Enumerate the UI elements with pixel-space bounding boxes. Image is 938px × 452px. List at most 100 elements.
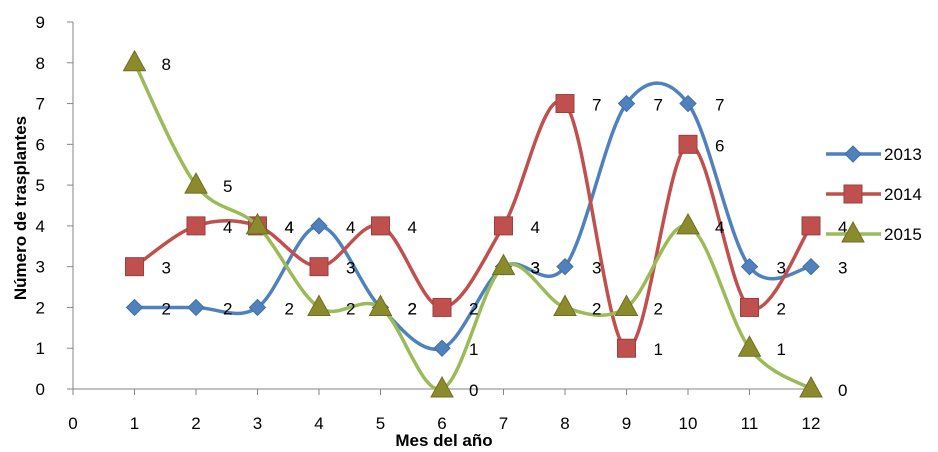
- data-point-2015: [491, 253, 516, 276]
- data-point-2015: [307, 294, 331, 316]
- series-line-2014: [133, 99, 813, 350]
- x-tick-label: 10: [679, 414, 698, 433]
- legend-item-2015: 2015: [826, 220, 922, 244]
- data-label-2013: 2: [223, 299, 232, 318]
- data-label-2013: 3: [592, 259, 601, 278]
- legend-marker: [844, 145, 862, 163]
- data-label-2014: 2: [469, 299, 478, 318]
- x-tick-label: 7: [499, 414, 508, 433]
- data-point-2015: [799, 375, 823, 398]
- legend-marker: [841, 220, 865, 243]
- data-point-2013: [433, 339, 451, 357]
- data-label-2014: 2: [777, 299, 786, 318]
- data-label-2014: 3: [346, 259, 355, 278]
- data-point-2013: [740, 257, 759, 276]
- data-point-2014: [555, 94, 575, 114]
- x-tick-label: 5: [376, 414, 385, 433]
- data-point-2014: [125, 257, 144, 277]
- data-point-2015: [430, 375, 454, 398]
- y-tick-label: 4: [36, 217, 45, 236]
- series-lines: [122, 49, 823, 398]
- data-point-2014: [494, 216, 513, 236]
- y-tick-label: 0: [36, 380, 45, 399]
- data-point-2013: [310, 217, 328, 235]
- x-tick-label: 4: [314, 414, 323, 433]
- data-label-2013: 3: [531, 259, 540, 278]
- x-tick-label: 2: [191, 414, 200, 433]
- data-label-2013: 2: [285, 299, 294, 318]
- x-tick-label: 1: [130, 414, 139, 433]
- data-point-2015: [184, 172, 208, 194]
- data-point-2014: [678, 134, 698, 154]
- data-label-2015: 4: [285, 218, 294, 237]
- x-tick-label: 12: [802, 414, 821, 433]
- data-point-2014: [801, 216, 821, 236]
- data-label-2015: 2: [408, 299, 417, 318]
- legend: 2013 2014 2015: [826, 145, 922, 244]
- data-label-2015: 2: [346, 299, 355, 318]
- x-tick-label: 6: [437, 414, 446, 433]
- data-point-2015: [614, 294, 639, 316]
- data-label-2014: 4: [223, 218, 232, 237]
- data-point-2015: [553, 294, 577, 316]
- data-label-2014: 4: [408, 218, 417, 237]
- data-label-2015: 8: [162, 55, 171, 74]
- data-point-2015: [737, 335, 762, 357]
- x-tick-label: 11: [741, 414, 759, 433]
- data-label-2015: 4: [715, 218, 724, 237]
- data-label-2015: 2: [592, 299, 601, 318]
- data-point-2014: [371, 216, 390, 236]
- data-label-2014: 3: [162, 259, 171, 278]
- data-point-2015: [245, 212, 270, 235]
- data-label-2014: 6: [715, 136, 724, 155]
- data-label-2013: 2: [408, 299, 417, 318]
- legend-label: 2014: [884, 185, 922, 204]
- data-point-2013: [802, 257, 820, 276]
- data-label-2015: 0: [838, 381, 847, 400]
- y-tick-label: 5: [36, 176, 45, 195]
- data-label-2015: 0: [469, 381, 478, 400]
- y-tick-label: 2: [36, 298, 45, 317]
- data-point-2014: [309, 257, 329, 277]
- data-label-2014: 1: [654, 340, 663, 359]
- data-point-2014: [740, 297, 759, 317]
- data-label-2014: 4: [531, 218, 540, 237]
- data-label-2013: 7: [715, 96, 724, 115]
- data-point-2014: [617, 338, 636, 358]
- data-label-2013: 4: [346, 218, 355, 237]
- y-tick-label: 3: [36, 258, 45, 277]
- data-label-2014: 7: [592, 96, 601, 115]
- data-label-2015: 3: [531, 259, 540, 278]
- x-tick-label: 3: [253, 414, 262, 433]
- data-point-2014: [432, 297, 452, 317]
- data-label-2014: 4: [285, 218, 294, 237]
- y-tick-label: 1: [36, 339, 45, 358]
- data-point-2013: [125, 298, 144, 317]
- y-tick-label: 8: [36, 54, 45, 73]
- series-2014: [125, 94, 821, 358]
- data-point-2015: [676, 212, 700, 235]
- data-point-2013: [187, 298, 205, 317]
- data-label-2014: 4: [838, 218, 847, 237]
- legend-label: 2013: [884, 145, 922, 164]
- data-label-2015: 5: [223, 177, 232, 196]
- x-axis-title: Mes del año: [395, 431, 492, 450]
- series-2015: [122, 49, 823, 398]
- legend-item-2014: 2014: [826, 184, 922, 204]
- data-label-2015: 2: [654, 299, 663, 318]
- legend-item-2013: 2013: [826, 145, 922, 164]
- legend-marker: [843, 184, 863, 204]
- x-tick-label: 8: [560, 414, 569, 433]
- x-tick-label: 0: [68, 414, 77, 433]
- data-point-2013: [248, 298, 267, 317]
- data-label-2015: 1: [777, 340, 786, 359]
- y-tick-label: 6: [36, 135, 45, 154]
- data-label-2013: 3: [838, 259, 847, 278]
- data-label-2013: 3: [777, 259, 786, 278]
- y-tick-label: 9: [36, 13, 45, 32]
- data-point-2015: [122, 49, 147, 72]
- data-point-2013: [679, 94, 697, 113]
